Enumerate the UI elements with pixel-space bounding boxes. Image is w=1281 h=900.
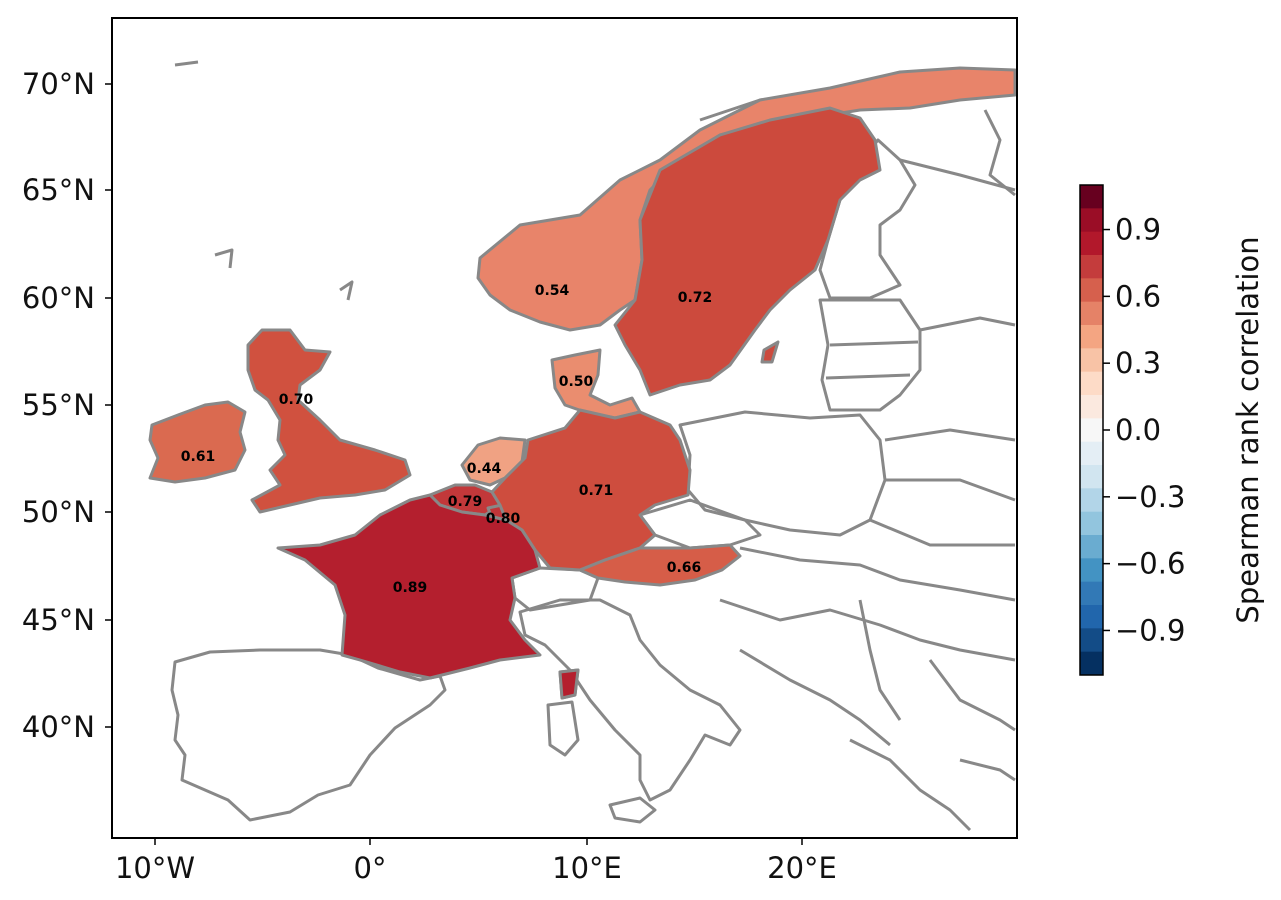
colorbar-ticks: 0.9 0.6 0.3 0.0 −0.3 −0.6 −0.9 <box>1103 213 1185 647</box>
colorbar-tick-label: 0.3 <box>1115 346 1161 380</box>
colorbar-tick-label: 0.9 <box>1115 213 1161 247</box>
border-east-4 <box>884 428 1016 442</box>
label-austria: 0.66 <box>667 560 702 576</box>
colorbar-segment <box>1080 255 1103 279</box>
colorbar-tick-label: 0.0 <box>1115 413 1161 447</box>
region-sweden <box>613 106 882 397</box>
border-east-2 <box>899 158 1016 192</box>
border-east-3 <box>919 316 1016 332</box>
border-greece <box>849 738 972 832</box>
label-netherlands: 0.44 <box>467 461 502 477</box>
map-area: 0.54 0.72 0.50 0.70 0.61 0.44 0.79 0.80 … <box>111 17 1018 839</box>
region-denmark <box>550 348 642 420</box>
colorbar-segment <box>1080 581 1103 606</box>
colorbar-segment <box>1080 301 1103 326</box>
border-iberia <box>170 648 447 822</box>
colorbar-tick-label: 0.6 <box>1115 279 1161 313</box>
colorbar-title: Spearman rank correlation <box>1231 236 1265 623</box>
border-east-6 <box>869 518 1015 547</box>
border-turkey <box>959 758 1016 782</box>
colorbar-segments <box>1080 185 1103 676</box>
colorbar-segment <box>1080 558 1103 583</box>
border-baltics <box>818 298 922 412</box>
colorbar-segment <box>1080 371 1103 396</box>
label-ireland: 0.61 <box>181 449 216 465</box>
colorbar-segment <box>1080 185 1103 209</box>
lat-tick-40n: 40°N <box>22 710 95 744</box>
border-balkans-3 <box>739 648 891 747</box>
colorbar-tick-label: −0.3 <box>1115 480 1185 514</box>
colorbar-segment <box>1080 651 1103 676</box>
region-labels: 0.54 0.72 0.50 0.70 0.61 0.44 0.79 0.80 … <box>181 283 713 596</box>
border-sardinia <box>546 700 580 757</box>
lon-tick-0: 0° <box>354 851 387 885</box>
label-belgium: 0.79 <box>448 494 483 510</box>
colorbar-tick-label: −0.9 <box>1115 613 1185 647</box>
region-ireland <box>148 400 247 484</box>
lat-axis: 70°N 65°N 60°N 55°N 50°N 45°N 40°N <box>22 67 112 744</box>
border-balkans-4 <box>858 599 902 721</box>
colorbar-segment <box>1080 208 1103 233</box>
colorbar-segment <box>1080 605 1103 629</box>
border-balkans-2 <box>719 598 1016 662</box>
border-sicily <box>608 796 657 824</box>
border-balkans-5 <box>928 659 1016 732</box>
border-czechia <box>638 498 762 550</box>
border-baltic-split-2 <box>825 373 911 380</box>
map-frame <box>111 17 1018 839</box>
lat-tick-70n: 70°N <box>22 67 95 101</box>
colorbar-segment <box>1080 488 1103 513</box>
label-germany: 0.71 <box>579 483 614 499</box>
lat-tick-55n: 55°N <box>22 388 95 422</box>
colorbar-segment <box>1080 628 1103 653</box>
colorbar-segment <box>1080 278 1103 303</box>
label-france: 0.89 <box>393 580 428 596</box>
colorbar-segment <box>1080 418 1103 443</box>
colorbar-segment <box>1080 231 1103 256</box>
label-sweden: 0.72 <box>678 290 713 306</box>
highlighted-countries <box>148 66 1017 700</box>
border-east-5 <box>885 478 1016 502</box>
label-denmark: 0.50 <box>559 374 594 390</box>
lon-tick-10e: 10°E <box>552 851 622 885</box>
lat-tick-50n: 50°N <box>22 495 95 529</box>
lon-tick-20e: 20°E <box>767 851 837 885</box>
lat-tick-60n: 60°N <box>22 281 95 315</box>
border-baltic-split-1 <box>829 340 919 347</box>
label-norway: 0.54 <box>535 283 570 299</box>
region-austria <box>578 543 742 587</box>
colorbar: 0.9 0.6 0.3 0.0 −0.3 −0.6 −0.9 Spearman rank c… <box>1079 184 1265 676</box>
region-corsica <box>558 668 580 700</box>
region-france <box>276 493 542 680</box>
border-islands-1 <box>174 60 199 67</box>
colorbar-segment <box>1080 535 1103 559</box>
label-great-britain: 0.70 <box>279 392 314 408</box>
colorbar-segment <box>1080 395 1103 419</box>
lat-tick-45n: 45°N <box>22 603 95 637</box>
border-islands-3 <box>339 280 354 301</box>
colorbar-segment <box>1080 441 1103 466</box>
colorbar-segment <box>1080 325 1103 349</box>
border-poland <box>678 410 887 537</box>
label-luxembourg: 0.80 <box>486 511 521 527</box>
border-italy <box>518 598 742 802</box>
lon-axis: 10°W 0° 10°E 20°E <box>115 838 837 885</box>
colorbar-segment <box>1080 465 1103 489</box>
lat-tick-65n: 65°N <box>22 173 95 207</box>
border-balkans-1 <box>739 546 1016 602</box>
lon-tick-10w: 10°W <box>115 851 195 885</box>
colorbar-tick-label: −0.6 <box>1115 547 1185 581</box>
region-gotland <box>760 340 780 364</box>
border-islands-2 <box>214 248 234 269</box>
colorbar-segment <box>1080 348 1103 373</box>
region-great-britain <box>246 328 412 514</box>
colorbar-segment <box>1080 511 1103 536</box>
border-east-1 <box>983 109 1016 197</box>
